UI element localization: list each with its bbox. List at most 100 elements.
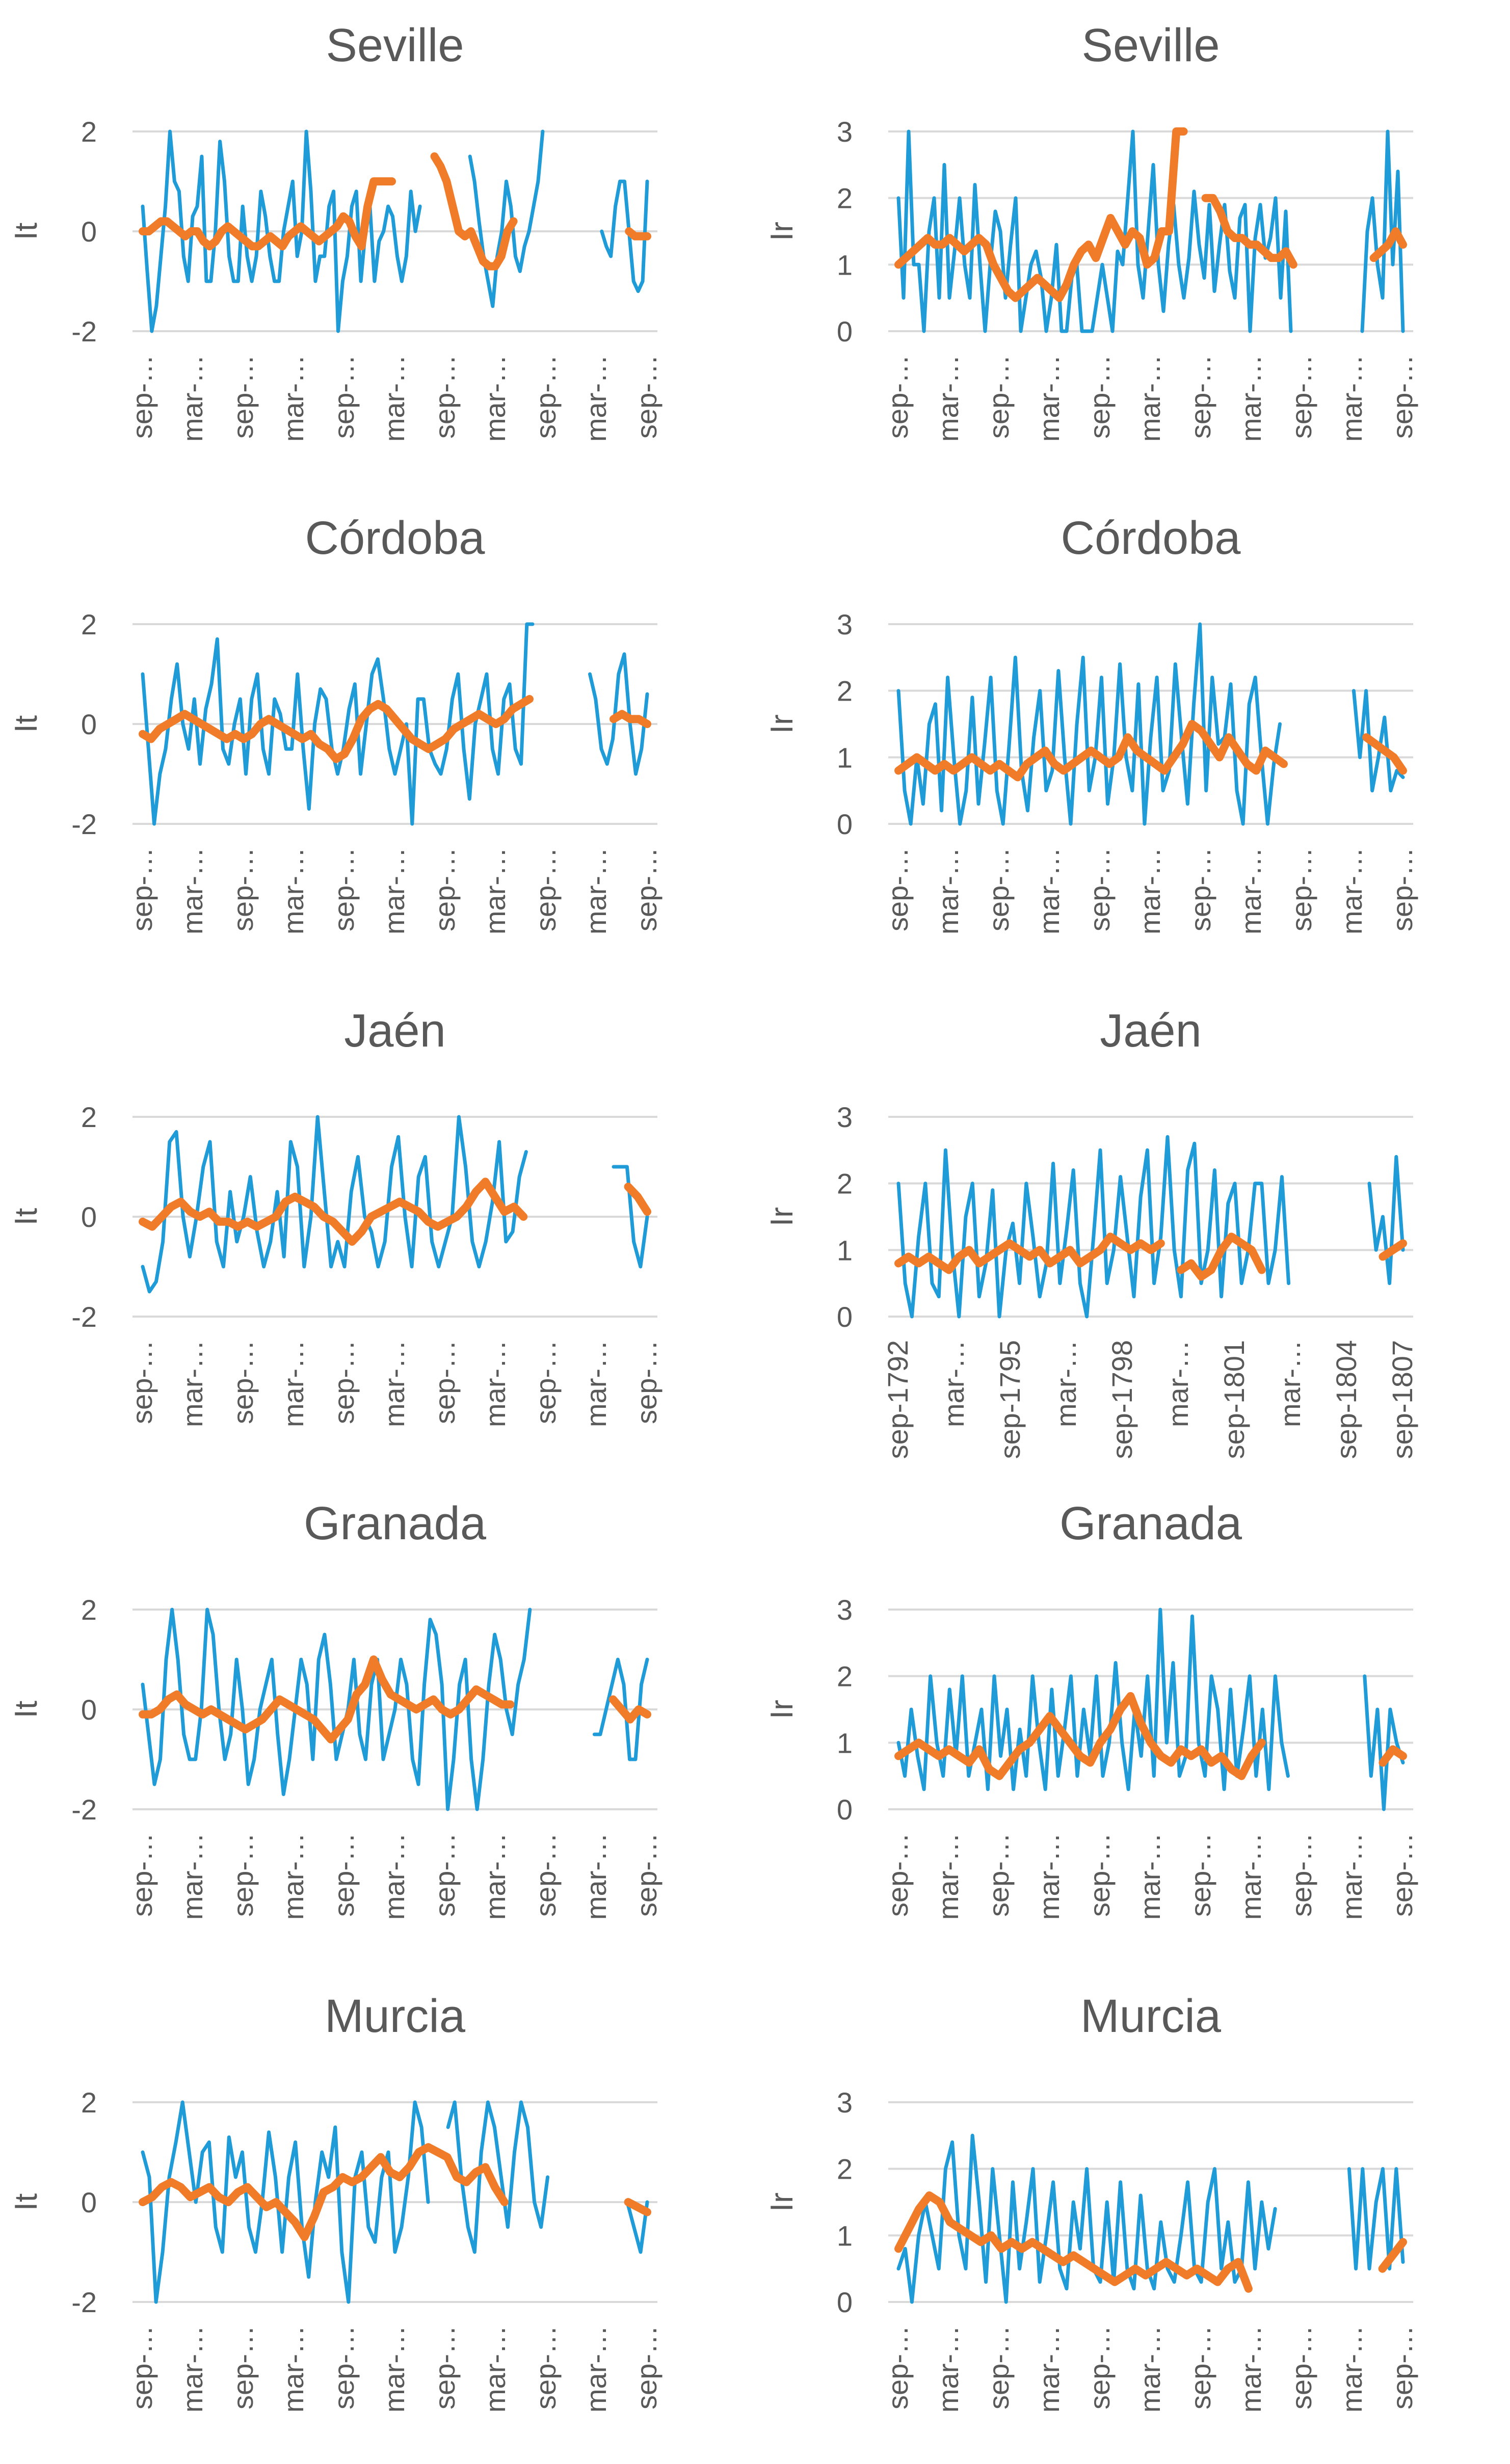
chart-panel-seville-ir: Seville Ir 3 2 1 0 sep-… mar-… sep-… mar-… sep-… ma…	[756, 0, 1510, 493]
x-tick-label: sep-…	[429, 847, 461, 931]
chart-title: Seville	[1081, 19, 1220, 71]
y-tick-label: -2	[71, 1301, 97, 1333]
chart-panel-granada-it: Granada It 2 0 -2 sep-… mar-… sep-… mar-… sep-… ma…	[0, 1478, 754, 1971]
chart-panel-jaen-ir: Jaén Ir 3 2 1 0 sep-1792 mar-… sep-1795 mar-… sep-…	[756, 985, 1510, 1478]
x-tick-label: sep-…	[429, 1340, 461, 1424]
y-tick-label: 3	[837, 1101, 853, 1133]
y-tick-label: 3	[837, 116, 853, 148]
x-tick-label: mar-…	[1134, 1833, 1166, 1920]
x-tick-label: mar-…	[1033, 355, 1065, 442]
series-line-monthly	[896, 2133, 1405, 2304]
x-tick-label: mar-…	[479, 1340, 511, 1427]
chart-title: Jaén	[344, 1005, 446, 1057]
y-tick-label: 2	[81, 608, 97, 640]
x-tick-label: sep-…	[1285, 1833, 1317, 1917]
x-tick-label: sep-…	[882, 847, 914, 931]
chart-panel-cordoba-ir: Córdoba Ir 3 2 1 0 sep-… mar-… sep-… mar-… sep-… ma…	[756, 493, 1510, 985]
x-tick-label: mar-…	[1134, 847, 1166, 934]
x-tick-label: sep-…	[1386, 2325, 1418, 2409]
chart-title: Murcia	[1080, 1990, 1222, 2042]
x-tick-label: sep-1798	[1106, 1340, 1138, 1459]
x-tick-label: mar-…	[378, 1833, 410, 1920]
y-axis-label: Ir	[764, 714, 800, 734]
chart-svg-granada-ir: Granada Ir 3 2 1 0 sep-… mar-… sep-… mar-… sep-… ma…	[764, 1497, 1418, 1920]
x-tick-label: mar-…	[1235, 355, 1267, 442]
x-tick-label: sep-…	[126, 847, 158, 931]
x-tick-label: sep-…	[529, 847, 562, 931]
chart-panel-murcia-it: Murcia It 2 0 -2 sep-… mar-… sep-… mar-… sep-… mar…	[0, 1971, 754, 2463]
y-tick-label: -2	[71, 1793, 97, 1826]
x-tick-label: mar-…	[580, 847, 612, 934]
x-tick-label: mar-…	[176, 355, 208, 442]
y-tick-label: 0	[837, 315, 853, 347]
x-tick-label: sep-…	[328, 355, 360, 439]
x-tick-label: mar-…	[1336, 847, 1368, 934]
x-tick-label: mar-…	[1336, 2325, 1368, 2413]
y-tick-label: 1	[837, 249, 853, 281]
x-tick-label: mar-…	[1336, 1833, 1368, 1920]
x-tick-label: sep-…	[1083, 355, 1116, 439]
x-tick-label: mar-…	[1235, 847, 1267, 934]
x-tick-label: mar-…	[938, 1340, 970, 1427]
chart-panel-murcia-ir: Murcia Ir 3 2 1 0 sep-… mar-… sep-… mar-… sep-… mar…	[756, 1971, 1510, 2463]
x-tick-label: sep-…	[630, 355, 663, 439]
series-line-smoothed	[139, 695, 651, 763]
x-tick-label: mar-…	[932, 355, 964, 442]
x-tick-label: mar-…	[1033, 847, 1065, 934]
x-tick-label: mar-…	[277, 355, 309, 442]
y-tick-label: 2	[837, 1660, 853, 1693]
chart-svg-cordoba-ir: Córdoba Ir 3 2 1 0 sep-… mar-… sep-… mar-… sep-… ma…	[764, 512, 1418, 934]
x-tick-label: mar-…	[1134, 355, 1166, 442]
x-tick-label: sep-…	[983, 1833, 1015, 1917]
x-tick-label: sep-…	[227, 1833, 259, 1917]
chart-panel-seville-it: Seville It 2 0 -2 sep-… mar-… sep-… mar-… sep-… ma…	[0, 0, 754, 493]
x-tick-label: mar-…	[378, 1340, 410, 1427]
x-tick-label: sep-…	[1184, 847, 1216, 931]
series-line-smoothed	[139, 152, 651, 271]
x-tick-label: mar-…	[1050, 1340, 1082, 1427]
y-axis-label: Ir	[764, 2192, 800, 2212]
x-tick-label: mar-…	[580, 1833, 612, 1920]
y-tick-label: 3	[837, 2086, 853, 2119]
series-line-monthly	[141, 622, 649, 826]
y-tick-label: -2	[71, 2286, 97, 2318]
x-tick-label: mar-…	[932, 1833, 964, 1920]
chart-panel-granada-ir: Granada Ir 3 2 1 0 sep-… mar-… sep-… mar-… sep-… ma…	[756, 1478, 1510, 1971]
x-tick-label: sep-…	[630, 847, 663, 931]
x-tick-label: mar-…	[479, 355, 511, 442]
chart-svg-murcia-ir: Murcia Ir 3 2 1 0 sep-… mar-… sep-… mar-… sep-… mar…	[764, 1990, 1418, 2413]
x-tick-label: mar-…	[277, 847, 309, 934]
y-tick-label: -2	[71, 315, 97, 347]
x-tick-label: sep-…	[328, 1833, 360, 1917]
y-tick-label: 0	[837, 808, 853, 840]
series-line-smoothed	[139, 1177, 651, 1246]
x-tick-label: sep-…	[1386, 847, 1418, 931]
chart-svg-jaen-ir: Jaén Ir 3 2 1 0 sep-1792 mar-… sep-1795 mar-… sep-…	[764, 1005, 1418, 1459]
y-axis-label: It	[9, 2193, 44, 2211]
x-tick-label: sep-…	[126, 1833, 158, 1917]
x-tick-label: sep-…	[983, 2325, 1015, 2409]
x-tick-label: mar-…	[479, 847, 511, 934]
series-line-smoothed	[139, 1655, 651, 1744]
series-line-smoothed	[139, 2143, 651, 2241]
x-tick-label: sep-…	[328, 1340, 360, 1424]
x-tick-label: mar-…	[479, 2325, 511, 2413]
y-axis-label: It	[9, 1701, 44, 1718]
x-tick-label: mar-…	[277, 2325, 309, 2413]
chart-title: Granada	[304, 1497, 487, 1549]
x-tick-label: sep-…	[882, 2325, 914, 2409]
x-tick-label: mar-…	[1033, 1833, 1065, 1920]
x-tick-label: mar-…	[277, 1340, 309, 1427]
series-line-monthly	[896, 129, 1405, 333]
y-tick-label: 2	[837, 182, 853, 215]
chart-svg-seville-it: Seville It 2 0 -2 sep-… mar-… sep-… mar-… sep-… ma…	[9, 19, 663, 442]
y-tick-label: 3	[837, 608, 853, 640]
x-tick-label: sep-…	[529, 2325, 562, 2409]
x-tick-label: mar-…	[1235, 2325, 1267, 2413]
x-tick-label: sep-…	[1285, 355, 1317, 439]
x-tick-label: sep-1801	[1218, 1340, 1250, 1459]
series-line-monthly	[896, 622, 1405, 826]
x-tick-label: mar-…	[1336, 355, 1368, 442]
x-tick-label: mar-…	[479, 1833, 511, 1920]
